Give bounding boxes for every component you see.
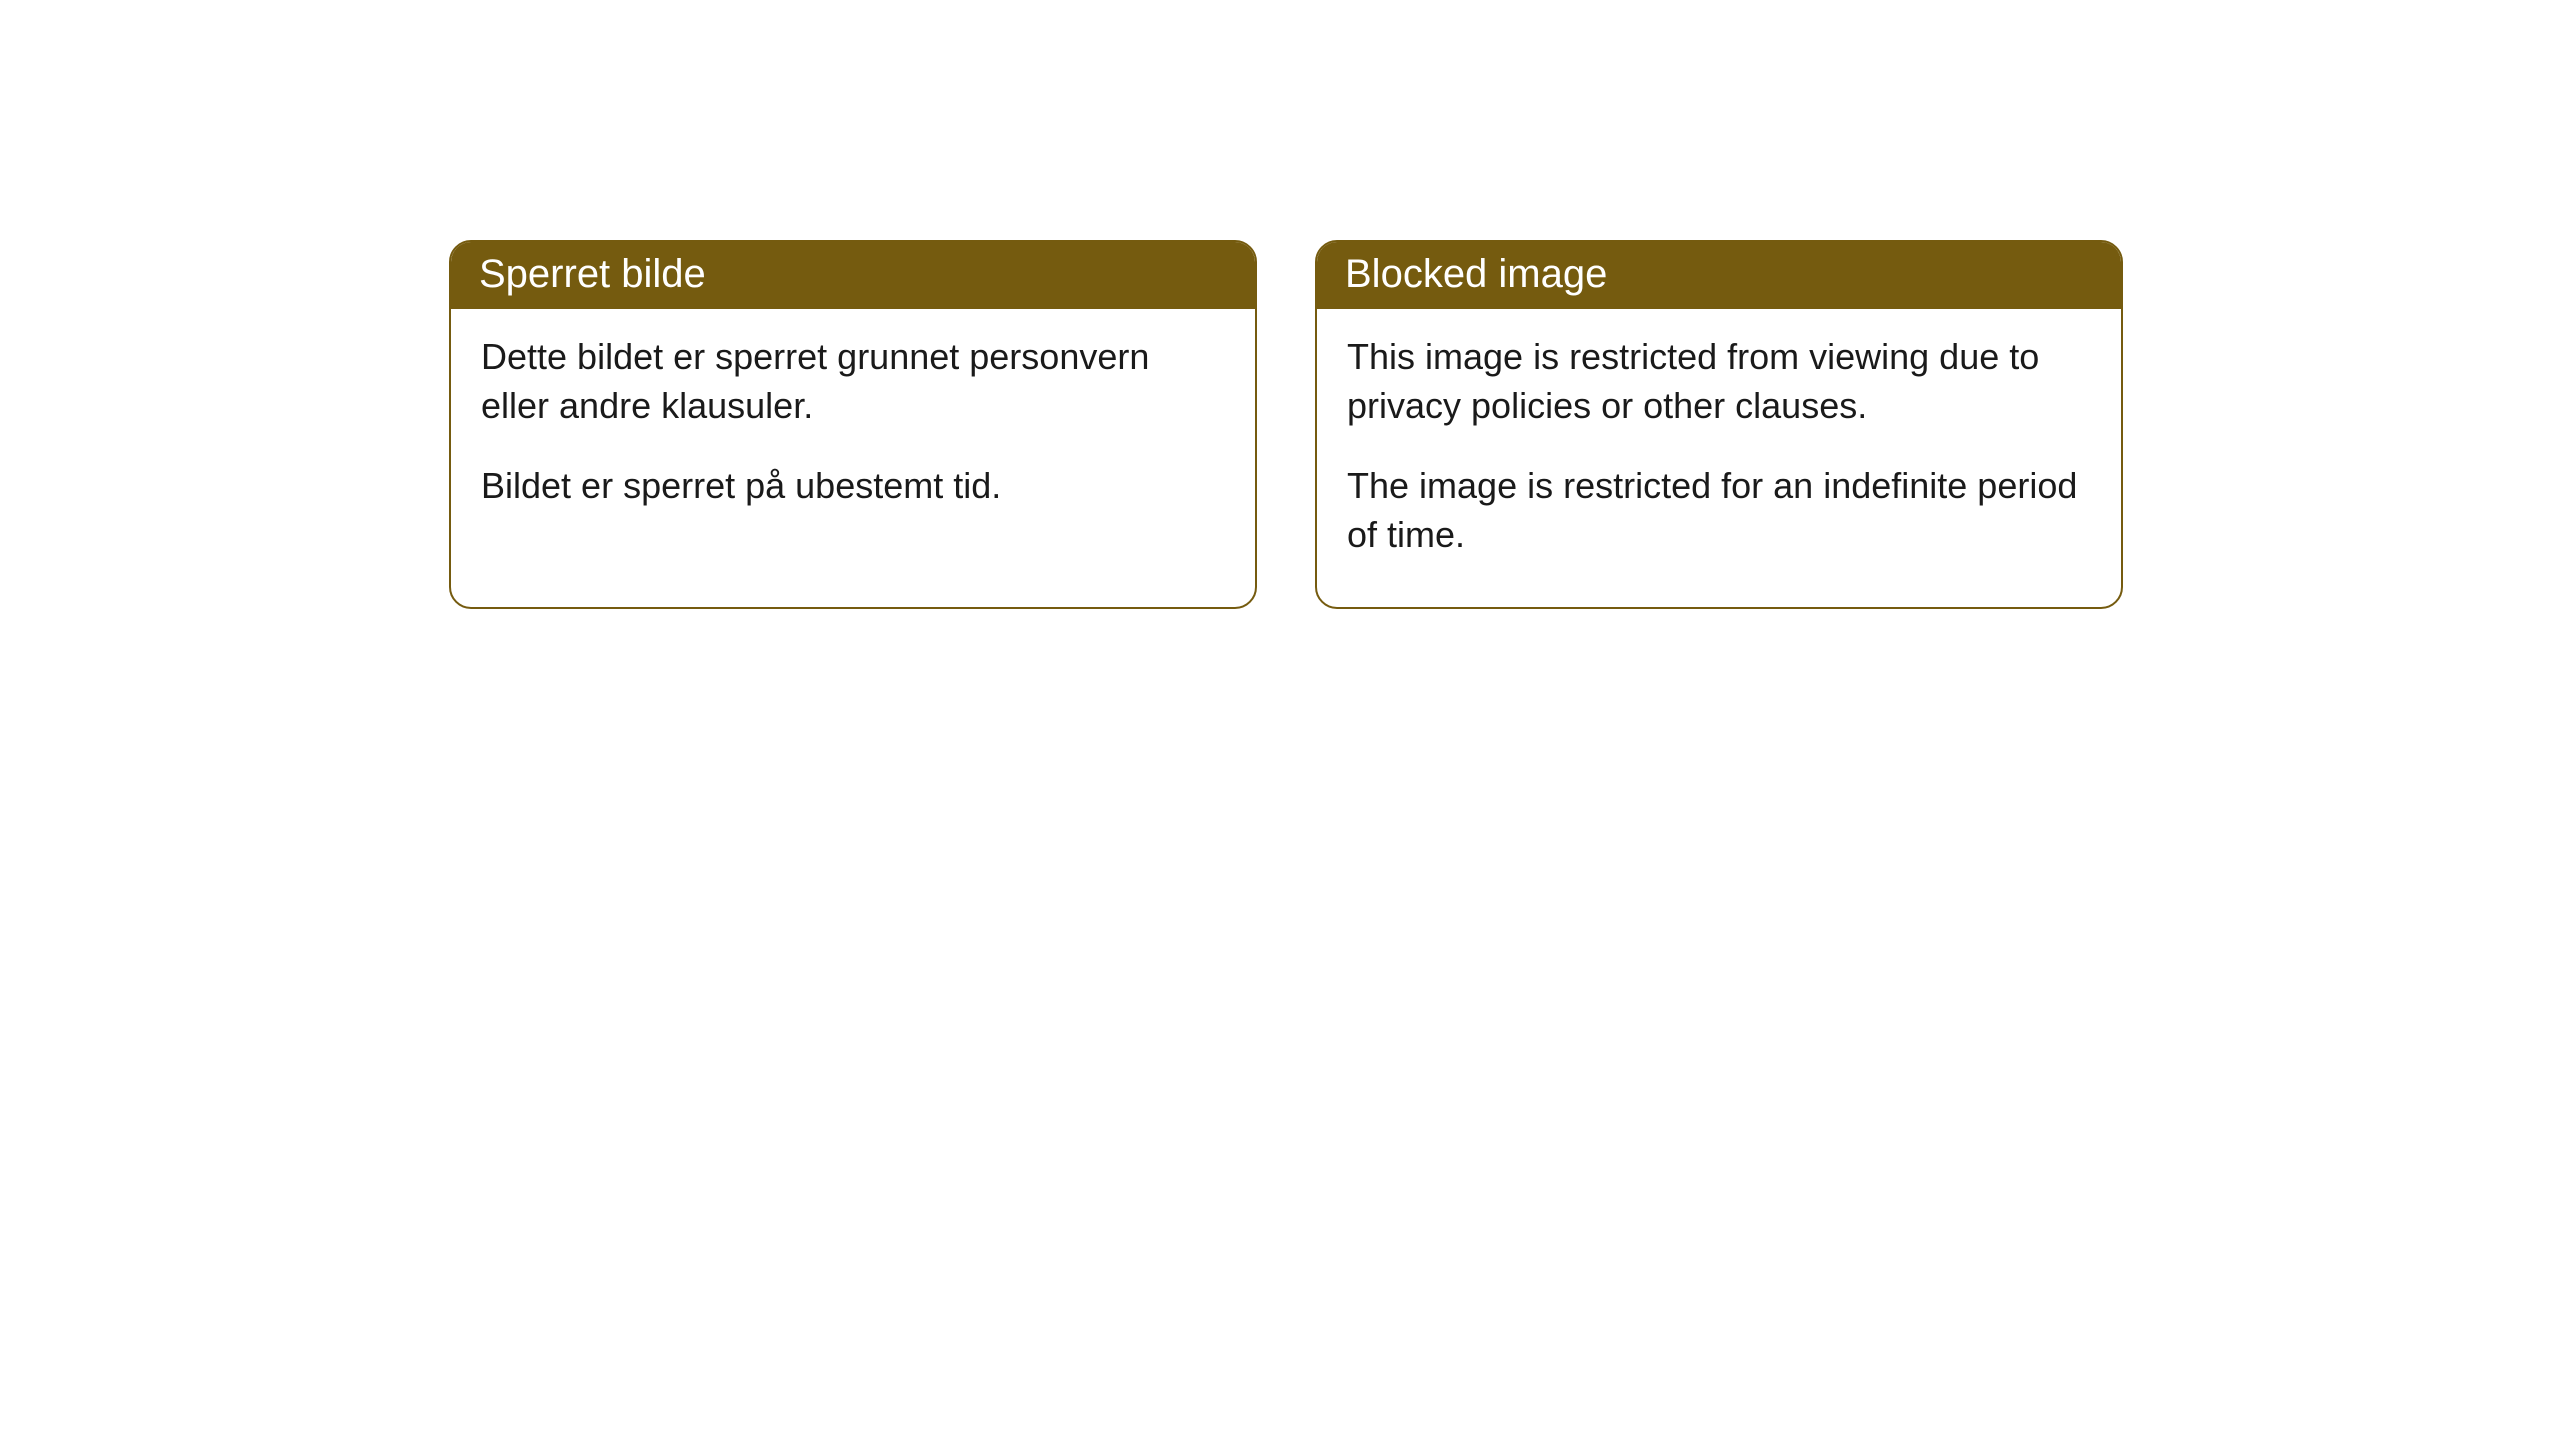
notice-card-norwegian: Sperret bilde Dette bildet er sperret gr… — [449, 240, 1257, 609]
paragraph-norwegian-2: Bildet er sperret på ubestemt tid. — [481, 462, 1225, 511]
notice-card-english: Blocked image This image is restricted f… — [1315, 240, 2123, 609]
paragraph-norwegian-1: Dette bildet er sperret grunnet personve… — [481, 333, 1225, 430]
card-body-english: This image is restricted from viewing du… — [1317, 309, 2121, 607]
notice-container: Sperret bilde Dette bildet er sperret gr… — [449, 240, 2123, 609]
card-body-norwegian: Dette bildet er sperret grunnet personve… — [451, 309, 1255, 559]
card-header-norwegian: Sperret bilde — [451, 242, 1255, 309]
paragraph-english-1: This image is restricted from viewing du… — [1347, 333, 2091, 430]
card-header-english: Blocked image — [1317, 242, 2121, 309]
paragraph-english-2: The image is restricted for an indefinit… — [1347, 462, 2091, 559]
